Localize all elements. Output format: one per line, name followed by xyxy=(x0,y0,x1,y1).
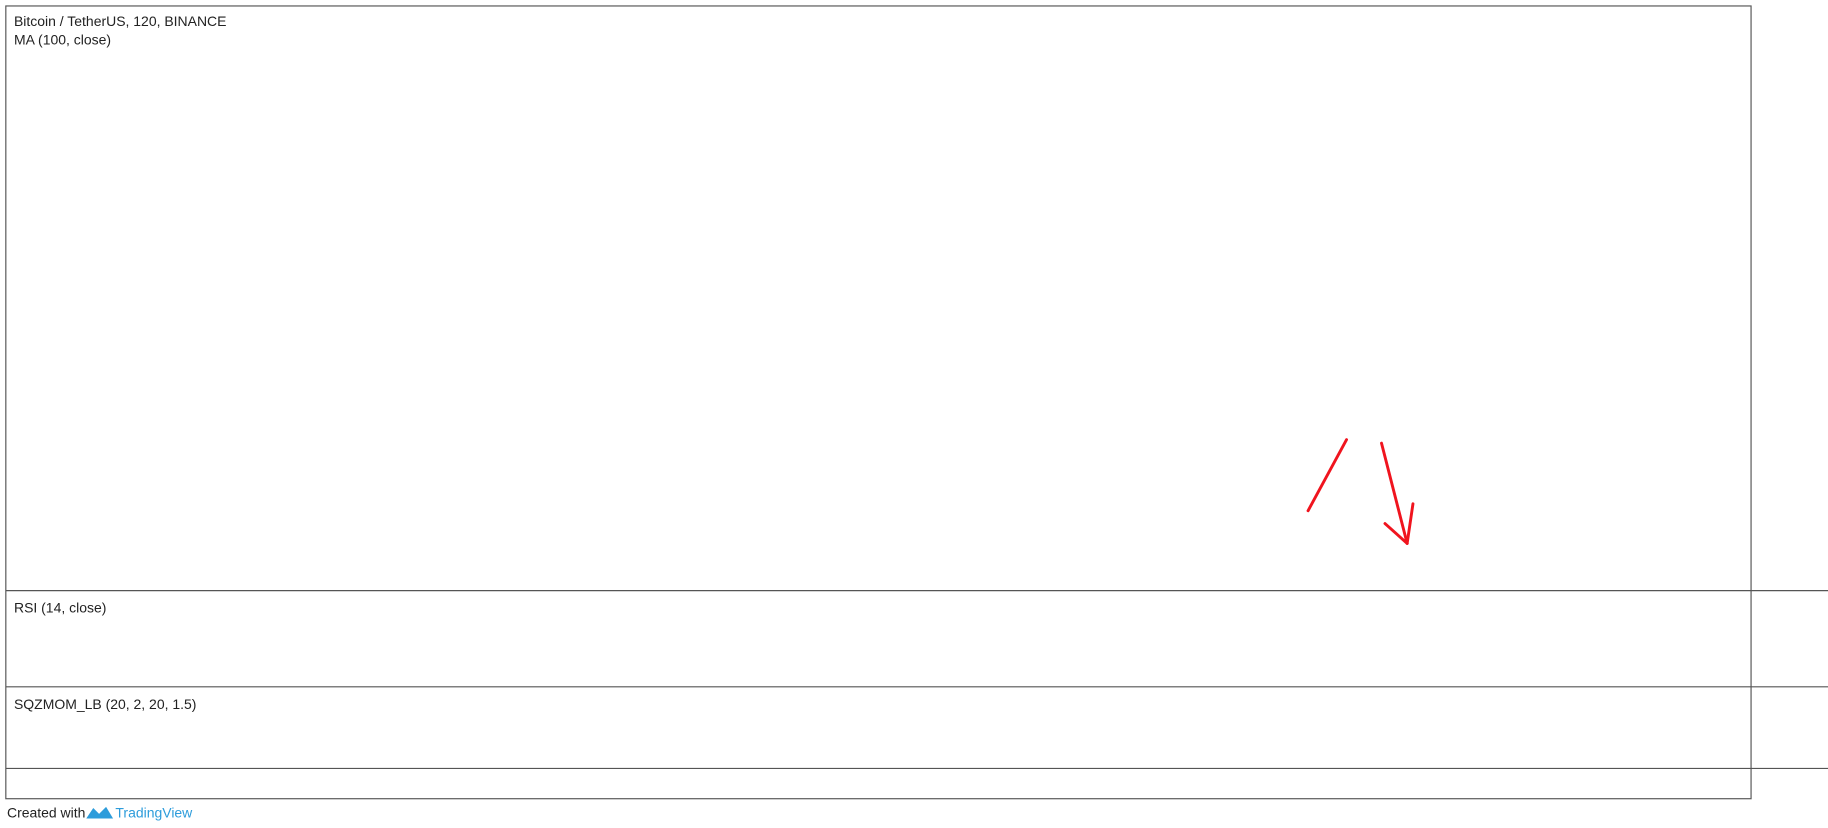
arrow-up xyxy=(1306,438,1348,513)
arrow-head xyxy=(1383,522,1409,545)
sqz-label: SQZMOM_LB (20, 2, 20, 1.5) xyxy=(14,696,196,712)
brand-logo xyxy=(86,806,114,819)
arrow-head xyxy=(1405,502,1415,545)
chart-title: Bitcoin / TetherUS, 120, BINANCE xyxy=(14,13,226,29)
ma-label: MA (100, close) xyxy=(14,32,111,48)
footer-text: Created with xyxy=(7,805,85,821)
drawn-arrows xyxy=(1306,438,1415,545)
footer-brand[interactable]: TradingView xyxy=(115,805,193,821)
arrow-down xyxy=(1380,441,1409,545)
frame xyxy=(5,5,1752,800)
rsi-label: RSI (14, close) xyxy=(14,599,106,615)
